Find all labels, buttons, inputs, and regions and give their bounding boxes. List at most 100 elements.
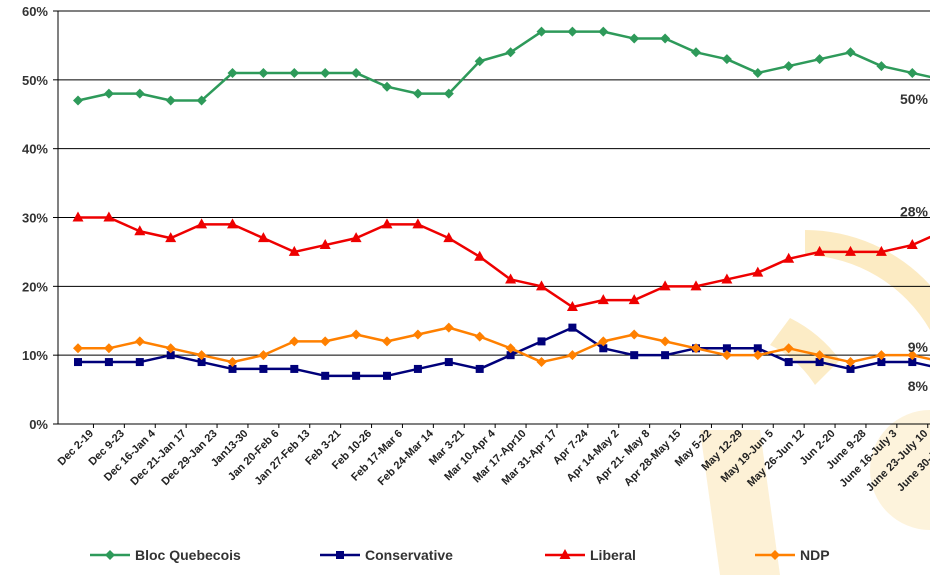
data-point-conservative (537, 337, 546, 346)
data-point-ndp (351, 329, 362, 340)
data-point-conservative (630, 351, 639, 360)
data-point-bloc-quebecois (876, 61, 887, 72)
legend-label-ndp: NDP (800, 547, 830, 563)
data-point-conservative (444, 358, 453, 367)
data-point-ndp (165, 343, 176, 354)
data-point-bloc-quebecois (845, 47, 856, 58)
data-point-liberal (288, 245, 300, 256)
data-point-conservative (877, 358, 886, 367)
data-point-bloc-quebecois (598, 26, 609, 37)
data-point-liberal (165, 232, 177, 243)
data-point-bloc-quebecois (196, 95, 207, 106)
data-point-liberal (536, 280, 547, 291)
data-point-conservative (846, 364, 855, 373)
data-point-bloc-quebecois (165, 95, 176, 106)
data-point-liberal (134, 225, 146, 236)
data-point-conservative (352, 371, 361, 380)
data-point-bloc-quebecois (783, 61, 794, 72)
y-tick-label: 10% (22, 348, 48, 363)
data-point-ndp (845, 357, 856, 368)
data-point-ndp (412, 329, 423, 340)
data-point-ndp (505, 343, 516, 354)
data-point-bloc-quebecois (351, 67, 362, 78)
legend-label-bloc-quebecois: Bloc Quebecois (135, 547, 241, 563)
data-point-bloc-quebecois (536, 26, 547, 37)
data-point-bloc-quebecois (412, 88, 423, 99)
watermark-logo (700, 230, 930, 575)
data-point-liberal (257, 232, 269, 243)
data-point-bloc-quebecois (320, 67, 331, 78)
data-point-conservative (259, 364, 268, 373)
data-point-ndp (691, 343, 701, 354)
data-point-ndp (814, 350, 825, 361)
data-point-liberal (227, 218, 238, 229)
data-point-conservative (599, 344, 608, 353)
data-point-bloc-quebecois (660, 33, 671, 44)
data-point-bloc-quebecois (134, 88, 145, 99)
data-point-liberal (443, 232, 455, 243)
data-point-liberal (505, 273, 517, 284)
data-point-ndp (567, 350, 578, 361)
data-point-conservative (321, 371, 330, 380)
x-tick-label: Jan 27-Feb 13 (252, 428, 312, 488)
data-point-ndp (443, 322, 454, 333)
data-point-conservative (815, 358, 824, 367)
data-point-conservative (290, 364, 299, 373)
data-point-ndp (227, 357, 238, 368)
data-point-conservative (784, 358, 793, 367)
legend-marker-ndp (770, 550, 780, 560)
data-point-bloc-quebecois (629, 33, 640, 44)
data-point-ndp (536, 357, 547, 368)
data-point-conservative (506, 351, 515, 360)
data-point-bloc-quebecois (258, 67, 269, 78)
data-point-liberal (319, 239, 331, 250)
data-point-conservative (753, 344, 762, 353)
data-point-bloc-quebecois (289, 67, 300, 78)
data-point-liberal (103, 211, 115, 222)
data-point-liberal (814, 245, 826, 256)
data-point-ndp (196, 350, 207, 361)
data-point-bloc-quebecois (691, 47, 701, 58)
series-line-liberal (78, 216, 930, 309)
data-point-bloc-quebecois (227, 67, 238, 78)
data-point-ndp (382, 336, 392, 347)
data-point-bloc-quebecois (814, 54, 825, 65)
data-point-liberal (659, 280, 671, 291)
data-point-bloc-quebecois (443, 88, 454, 99)
data-point-ndp (721, 350, 732, 361)
end-label-liberal: 28% (900, 203, 929, 219)
data-point-ndp (134, 336, 145, 347)
data-point-bloc-quebecois (73, 95, 83, 106)
data-point-bloc-quebecois (721, 54, 732, 65)
y-tick-label: 20% (22, 279, 48, 294)
data-point-ndp (320, 336, 331, 347)
data-point-ndp (103, 343, 114, 354)
data-point-ndp (474, 331, 485, 342)
y-tick-label: 60% (22, 4, 48, 19)
legend-marker-conservative (336, 551, 344, 559)
legend-label-conservative: Conservative (365, 547, 453, 563)
data-point-liberal (350, 232, 362, 243)
data-point-liberal (474, 250, 486, 261)
data-point-ndp (289, 336, 300, 347)
data-point-conservative (197, 358, 206, 367)
data-point-liberal (783, 252, 795, 263)
data-point-liberal (412, 218, 424, 229)
x-tick-label: Mar 31-Apr 17 (500, 428, 560, 488)
data-point-ndp (258, 350, 269, 361)
data-point-liberal (72, 211, 84, 222)
data-point-ndp (907, 350, 918, 361)
data-point-ndp (629, 329, 640, 340)
end-label-bloc-quebecois: 50% (900, 91, 929, 107)
x-tick-label: Apr 21- May 8 (593, 428, 652, 487)
legend: Bloc Quebecois Conservative Liberal NDP (90, 547, 830, 563)
data-point-conservative (135, 358, 144, 367)
data-point-liberal (381, 218, 393, 229)
data-point-conservative (104, 358, 113, 367)
y-tick-label: 30% (22, 211, 48, 226)
data-point-conservative (722, 344, 731, 353)
data-point-liberal (906, 239, 918, 250)
data-point-liberal (845, 245, 856, 256)
data-point-conservative (475, 364, 484, 373)
data-point-liberal (196, 218, 208, 229)
